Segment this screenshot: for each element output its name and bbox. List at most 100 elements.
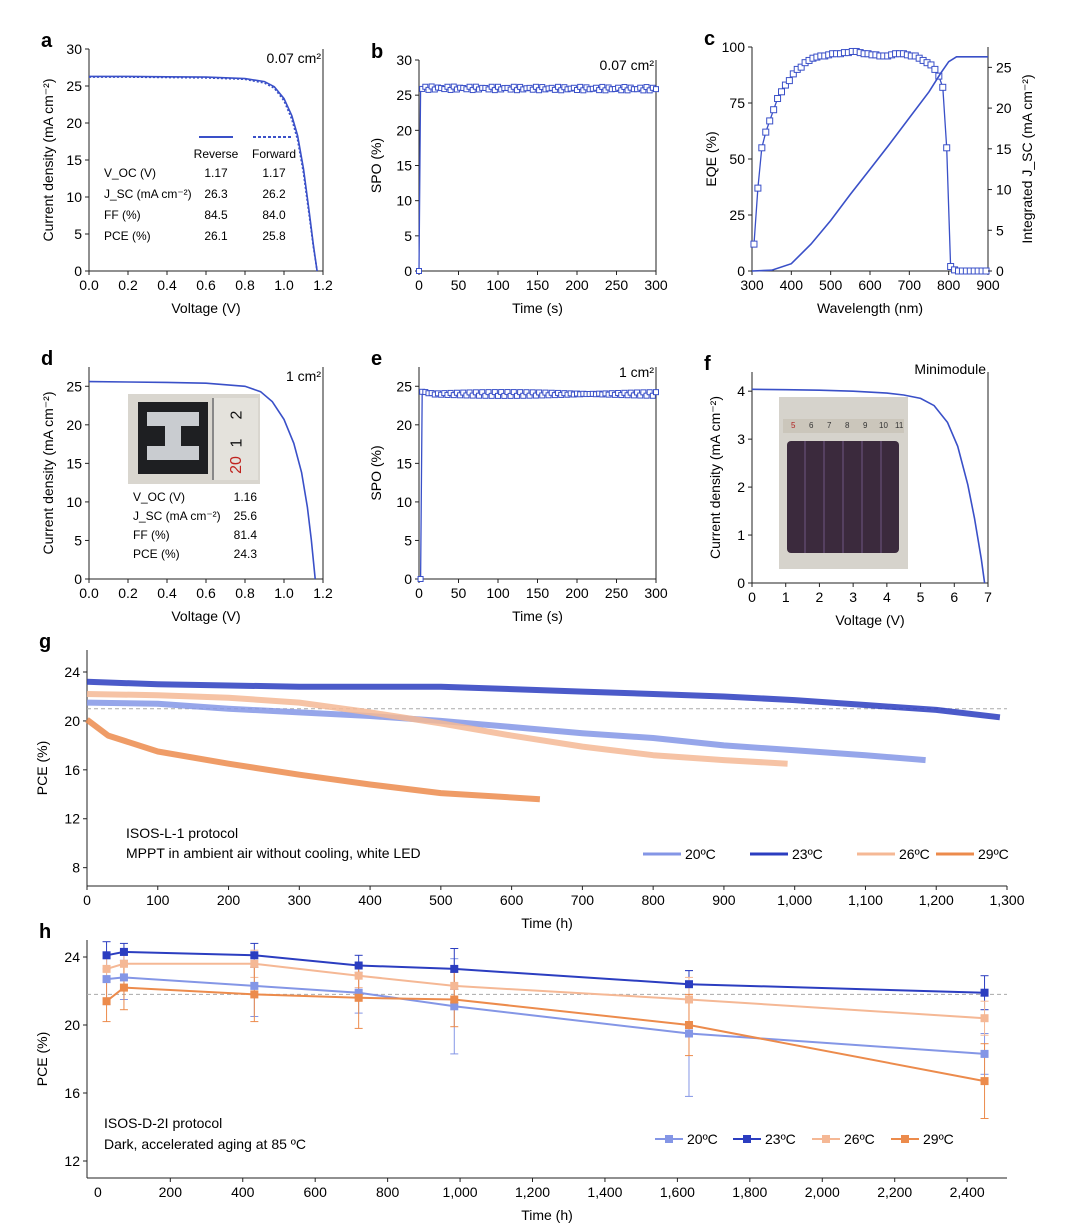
spo-point — [491, 389, 498, 396]
x-tick-label: 2,200 — [877, 1184, 912, 1200]
data-point — [684, 1021, 693, 1029]
table-cell: 25.6 — [234, 509, 258, 523]
spo-point — [491, 87, 498, 94]
spo-point — [495, 392, 501, 399]
y-tick-label: 24 — [64, 949, 80, 965]
x-tick-label: 300 — [740, 277, 764, 293]
eqe-point — [931, 65, 939, 73]
data-point — [980, 1077, 989, 1086]
device-photo-inset: 2 1 20 — [128, 394, 260, 484]
y-right-tick-label: 5 — [996, 222, 1004, 238]
spo-point — [621, 83, 628, 90]
spo-point — [422, 83, 429, 90]
data-point — [102, 997, 111, 1006]
data-point — [450, 964, 459, 973]
area-annotation: 0.07 cm² — [600, 57, 655, 73]
y-tick-label: 10 — [396, 494, 412, 510]
spo-point — [653, 389, 659, 396]
panel-label-d: d — [41, 348, 53, 370]
series-line-2-1 — [751, 56, 988, 272]
spo-point — [510, 83, 517, 90]
panel-label-b: b — [371, 41, 383, 63]
spo-point — [640, 389, 647, 396]
data-point — [980, 988, 989, 997]
x-tick-label: 0.0 — [79, 585, 99, 601]
data-point — [102, 951, 111, 960]
legend-label: 26ºC — [899, 846, 930, 862]
panel-label-g: g — [39, 631, 51, 653]
spo-point — [555, 83, 562, 90]
spo-point — [618, 87, 625, 94]
y-tick-label: 100 — [722, 39, 746, 55]
y-tick-label: 0 — [737, 575, 745, 591]
x-tick-label: 0.4 — [157, 585, 177, 601]
spo-point — [479, 389, 486, 396]
table-col-reverse: Reverse — [194, 147, 239, 161]
y-tick-label: 0 — [404, 571, 412, 587]
x-tick-label: 0 — [415, 585, 423, 601]
x-tick-label: 1,200 — [515, 1184, 550, 1200]
spo-point — [640, 87, 647, 94]
spo-point — [596, 87, 603, 94]
series-line-7-1 — [106, 950, 985, 994]
spo-point — [472, 389, 479, 396]
y-tick-label: 5 — [74, 226, 82, 242]
table-row-label: FF (%) — [104, 208, 141, 222]
x-tick-label: 0 — [415, 277, 423, 293]
eqe-point — [781, 81, 789, 89]
x-tick-label: 1,800 — [732, 1184, 767, 1200]
eqe-point — [758, 144, 766, 152]
table-cell: 25.8 — [262, 229, 286, 243]
y-tick-label: 20 — [66, 115, 82, 131]
spo-point — [637, 392, 644, 399]
area-annotation: 0.07 cm² — [267, 50, 322, 66]
area-annotation: Minimodule — [914, 361, 986, 377]
x-tick-label: 150 — [526, 277, 550, 293]
spo-point — [444, 83, 451, 90]
x-axis-label: Time (s) — [512, 608, 563, 624]
y-tick-label: 1 — [737, 527, 745, 543]
y-axis-label: SPO (%) — [368, 445, 384, 500]
x-axis-label: Time (h) — [521, 1207, 573, 1223]
x-tick-label: 200 — [159, 1184, 183, 1200]
spo-point — [501, 392, 508, 399]
y-tick-label: 5 — [404, 228, 412, 244]
protocol-annotation: ISOS-D-2I protocol — [104, 1115, 222, 1131]
spo-point — [577, 83, 584, 90]
y-right-tick-label: 10 — [996, 182, 1012, 198]
x-tick-label: 50 — [451, 277, 467, 293]
spo-point — [529, 389, 536, 396]
spo-point — [532, 392, 539, 399]
data-point — [250, 959, 259, 968]
y-tick-label: 50 — [729, 151, 745, 167]
x-tick-label: 150 — [526, 585, 550, 601]
table-cell: 1.17 — [262, 166, 286, 180]
x-tick-label: 500 — [819, 277, 843, 293]
x-tick-label: 250 — [605, 585, 629, 601]
spo-point — [517, 389, 524, 396]
x-tick-label: 100 — [486, 277, 510, 293]
spo-point — [488, 83, 495, 90]
spo-point — [447, 86, 454, 93]
spo-point — [523, 389, 530, 396]
eqe-point — [770, 106, 778, 114]
x-axis-label: Voltage (V) — [171, 608, 240, 624]
x-tick-label: 7 — [984, 589, 992, 605]
spo-point — [558, 87, 565, 94]
data-point — [684, 980, 693, 989]
y-tick-label: 20 — [64, 713, 80, 729]
table-row-label: J_SC (mA cm⁻²) — [104, 187, 192, 201]
data-point — [450, 995, 459, 1004]
table-cell: 84.0 — [262, 208, 286, 222]
y-axis-label: EQE (%) — [703, 131, 719, 186]
eqe-point — [943, 144, 951, 152]
x-tick-label: 0.2 — [118, 277, 138, 293]
spo-point — [646, 389, 653, 396]
spo-point — [513, 87, 520, 94]
spo-point — [466, 83, 473, 90]
y-tick-label: 25 — [729, 207, 745, 223]
table-cell: 1.17 — [204, 166, 228, 180]
ruler-num-7: 7 — [827, 421, 832, 430]
eqe-point — [785, 77, 793, 85]
